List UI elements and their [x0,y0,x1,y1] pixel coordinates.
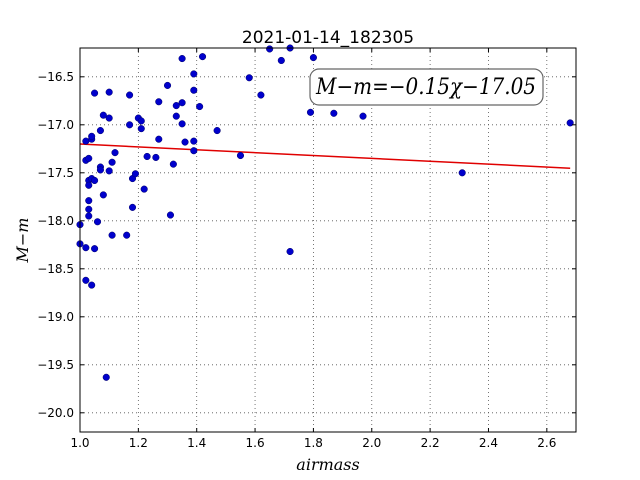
data-point [196,103,204,111]
data-point [91,176,99,185]
data-point [105,114,113,122]
data-point [85,212,93,220]
data-point [213,127,221,135]
plot-frame [79,47,577,433]
data-point [85,197,93,205]
data-point [306,108,315,116]
y-tick-label: −16.5 [37,70,74,84]
data-point [172,112,180,120]
data-point [108,158,116,166]
data-point [143,152,151,161]
data-point [190,147,198,155]
data-point [181,138,189,146]
data-point [105,167,113,175]
data-point [102,373,110,381]
fit-line [79,143,571,169]
data-point [96,127,104,135]
annotation-box [309,68,544,106]
y-tick-label: −18.5 [37,262,74,276]
data-point [108,231,116,239]
data-point [178,99,186,107]
data-point [257,91,265,99]
data-point [155,135,163,143]
data-point [96,166,104,174]
fit-annotation: M−m=−0.15χ−17.05 [309,68,544,106]
data-point [93,218,102,226]
x-tick-label: 1.2 [129,436,148,450]
data-point [458,169,466,177]
y-tick-label: −19.5 [37,358,74,372]
data-point [245,74,253,82]
x-tick-label: 1.8 [304,436,323,450]
data-point [190,70,198,78]
data-point [190,86,198,94]
x-tick-label: 1.6 [246,436,265,450]
data-point [85,154,93,162]
data-point [140,185,148,193]
chart-title: 2021-01-14_182305 [242,28,414,48]
data-point [99,111,107,119]
data-point [155,98,163,106]
data-point [172,102,180,110]
data-point [111,149,119,157]
fit-line-layer [79,143,571,169]
data-point [286,247,294,256]
data-point [99,191,107,199]
data-point [85,205,93,213]
y-tick-label: −18.0 [37,214,74,228]
data-point [85,181,93,189]
data-point [128,203,137,211]
data-point [190,137,198,145]
data-point [137,125,145,133]
x-tick-label: 2.4 [479,436,498,450]
data-point [566,119,574,127]
data-point [330,109,338,117]
x-tick-label: 2.2 [421,436,440,450]
data-point [126,121,134,129]
data-points [76,44,574,381]
data-point [91,245,99,253]
y-tick-label: −17.0 [37,118,74,132]
data-point [131,170,139,178]
data-point [359,112,367,120]
fit-equation: M−m=−0.15χ−17.05 [315,75,536,100]
data-point [277,56,285,65]
data-point [166,211,174,219]
data-point [169,160,177,168]
x-tick-label: 1.0 [70,436,89,450]
data-point [82,276,90,284]
y-axis-label: M−m [13,218,32,264]
data-point [105,88,113,96]
grid [79,48,576,432]
data-point [126,91,134,99]
data-point [152,153,160,161]
data-point [91,89,99,97]
data-point [178,120,186,128]
data-point [266,45,274,53]
x-tick-label: 2.6 [537,436,556,450]
x-tick-label: 1.4 [187,436,206,450]
y-tick-label: −17.5 [37,166,74,180]
data-point [88,132,96,140]
data-point [137,117,145,125]
y-tick-label: −20.0 [37,406,74,420]
data-point [309,54,317,62]
y-tick-label: −19.0 [37,310,74,324]
data-point [82,244,90,252]
data-point [163,81,172,89]
data-point [88,281,96,289]
data-point [198,53,207,61]
data-point [236,151,245,160]
x-tick-label: 2.0 [362,436,381,450]
axis-ticks: 1.0 1.2 1.4 1.6 1.8 2.0 2.2 2.4 2.6 −16.5 −17.0 −17… [37,48,576,450]
data-point [123,231,131,239]
x-axis-label: airmass [296,455,359,474]
data-point [178,55,186,63]
